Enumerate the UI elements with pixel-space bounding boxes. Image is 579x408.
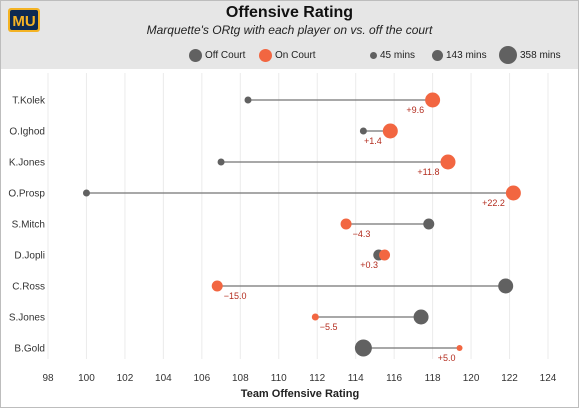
delta-label: +1.4 — [364, 136, 382, 146]
x-axis-label: Team Offensive Rating — [241, 388, 359, 400]
on-court-point — [379, 249, 391, 261]
player-label: O.Ighod — [9, 127, 45, 138]
player-label: C.Ross — [12, 282, 45, 293]
delta-label: −5.5 — [320, 322, 338, 332]
legend-off-court: Off Court — [189, 47, 245, 63]
legend-size-large: 358 mins — [499, 44, 561, 66]
svg-text:MU: MU — [12, 13, 35, 30]
chart-subtitle: Marquette's ORtg with each player on vs.… — [146, 23, 433, 37]
legend-size-large-label: 358 mins — [520, 49, 561, 61]
legend-off-label: Off Court — [205, 49, 246, 61]
delta-label: +22.2 — [482, 198, 505, 208]
x-tick-label: 124 — [540, 373, 557, 384]
x-tick-label: 98 — [42, 373, 54, 384]
x-axis: 98 100 102 104 106 108 110 112 114 116 118 120 122 12… — [42, 373, 556, 384]
x-tick-label: 114 — [348, 373, 364, 384]
off-court-dot-icon — [189, 48, 202, 62]
x-tick-label: 122 — [501, 373, 518, 384]
size-small-dot-icon — [370, 51, 377, 59]
player-label: D.Jopli — [14, 251, 45, 262]
player-label: B.Gold — [14, 344, 45, 355]
off-court-point — [359, 127, 367, 135]
legend-size-small: 45 mins — [370, 47, 415, 63]
dumbbell-chart: T.Kolek +9.6 O.Ighod +1.4 K.Jones +11.8 O.Pros… — [8, 73, 557, 400]
legend-on-label: On Court — [275, 49, 316, 61]
delta-label: +11.8 — [417, 167, 439, 177]
off-court-point — [244, 96, 252, 104]
delta-label: −15.0 — [224, 291, 247, 301]
legend: Off Court On Court 45 mins 143 mins 358 … — [1, 41, 578, 69]
x-tick-label: 110 — [271, 373, 287, 384]
delta-label: +0.3 — [360, 260, 378, 270]
off-court-point — [498, 278, 514, 294]
legend-size-medium: 143 mins — [432, 47, 487, 63]
x-tick-label: 102 — [117, 373, 134, 384]
marquette-logo: MU — [8, 8, 40, 32]
x-tick-label: 118 — [425, 373, 441, 384]
legend-size-small-label: 45 mins — [380, 49, 416, 61]
player-label: K.Jones — [9, 158, 45, 169]
on-court-point — [211, 280, 223, 292]
off-court-point — [423, 218, 435, 230]
player-label: S.Jones — [9, 313, 45, 324]
off-court-point — [413, 309, 429, 325]
grid — [47, 73, 549, 359]
size-large-dot-icon — [499, 46, 517, 64]
x-tick-label: 104 — [155, 373, 172, 384]
delta-label: −4.3 — [353, 229, 371, 239]
chart-title: Offensive Rating — [225, 4, 354, 21]
delta-label: +9.6 — [406, 105, 424, 115]
on-court-point — [440, 154, 456, 170]
player-label: S.Mitch — [12, 220, 45, 231]
header: MU Offensive Rating Marquette's ORtg wit… — [1, 1, 578, 41]
off-court-point — [82, 189, 90, 197]
size-medium-dot-icon — [432, 49, 443, 61]
x-tick-label: 112 — [309, 373, 325, 384]
player-label: O.Prosp — [8, 189, 45, 200]
x-tick-label: 116 — [386, 373, 402, 384]
on-court-point — [340, 218, 352, 230]
x-tick-label: 100 — [78, 373, 95, 384]
off-court-point — [217, 158, 225, 166]
x-tick-label: 106 — [194, 373, 211, 384]
on-court-point — [505, 185, 521, 201]
on-court-point — [382, 123, 398, 139]
player-label: T.Kolek — [12, 96, 46, 107]
on-court-dot-icon — [259, 48, 272, 62]
off-court-point — [354, 339, 372, 357]
legend-on-court: On Court — [259, 47, 316, 63]
legend-size-medium-label: 143 mins — [446, 49, 487, 61]
x-tick-label: 120 — [463, 373, 480, 384]
on-court-point — [456, 345, 463, 351]
on-court-point — [425, 92, 441, 108]
marks: T.Kolek +9.6 O.Ighod +1.4 K.Jones +11.8 O.Pros… — [8, 92, 521, 363]
x-tick-label: 108 — [232, 373, 249, 384]
delta-label: +5.0 — [438, 353, 456, 363]
on-court-point — [311, 313, 319, 321]
